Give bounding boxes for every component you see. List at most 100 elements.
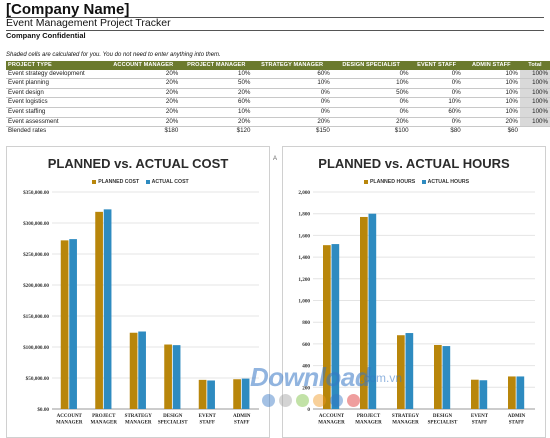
value-cell[interactable]: 0% bbox=[331, 107, 411, 118]
value-cell[interactable]: 10% bbox=[410, 97, 463, 108]
value-cell[interactable]: 60% bbox=[252, 69, 332, 80]
legend-swatch-planned bbox=[92, 179, 97, 184]
value-cell[interactable]: 0% bbox=[252, 107, 332, 118]
y-tick-label: 0 bbox=[307, 407, 310, 413]
actual-bar bbox=[69, 239, 77, 409]
value-cell[interactable]: 0% bbox=[331, 97, 411, 108]
legend-label: ACTUAL HOURS bbox=[427, 179, 470, 185]
x-tick-label: DESIGN bbox=[433, 414, 453, 419]
hours-bar-chart: 0 200 400 600 800 1,000 1,200 1,400 1,600 1,800 2,… bbox=[298, 190, 535, 426]
planned-bar bbox=[60, 240, 69, 409]
value-cell[interactable]: $60 bbox=[462, 126, 520, 136]
actual-bar bbox=[103, 209, 112, 409]
value-cell[interactable]: 0% bbox=[331, 69, 411, 80]
project-title: Event Management Project Tracker bbox=[6, 17, 171, 29]
planned-bar bbox=[323, 245, 331, 409]
y-tick-label: 200 bbox=[302, 385, 310, 391]
actual-bar bbox=[138, 331, 146, 409]
value-cell[interactable]: $180 bbox=[106, 126, 181, 136]
value-cell[interactable]: 20% bbox=[106, 117, 181, 128]
value-cell[interactable]: $120 bbox=[180, 126, 253, 136]
table-row: Event planning 20% 50% 10% 10% 0% 10% 100% bbox=[6, 78, 550, 89]
y-tick-label: 2,000 bbox=[298, 190, 310, 196]
value-cell[interactable]: $80 bbox=[410, 126, 463, 136]
y-tick-label: 1,200 bbox=[298, 277, 310, 283]
title-rule bbox=[6, 17, 544, 18]
cost-chart-panel[interactable]: PLANNED vs. ACTUAL COST PLANNED COST ACT… bbox=[6, 146, 270, 438]
total-cell: 100% bbox=[519, 97, 550, 108]
value-cell[interactable]: 10% bbox=[462, 78, 520, 89]
value-cell[interactable]: 50% bbox=[331, 88, 411, 99]
column-header[interactable]: EVENT STAFF bbox=[410, 61, 463, 70]
value-cell[interactable]: 0% bbox=[410, 117, 463, 128]
column-header[interactable]: ADMIN STAFF bbox=[462, 61, 520, 70]
value-cell[interactable]: 10% bbox=[180, 69, 253, 80]
y-tick-label: $100,000.00 bbox=[23, 344, 49, 351]
value-cell[interactable]: $100 bbox=[331, 126, 411, 136]
value-cell[interactable]: 20% bbox=[106, 107, 181, 118]
value-cell[interactable]: 0% bbox=[410, 88, 463, 99]
x-tick-label: ADMIN bbox=[233, 414, 251, 419]
hours-chart-panel[interactable]: PLANNED vs. ACTUAL HOURS PLANNED HOURS A… bbox=[282, 146, 546, 438]
value-cell[interactable]: 10% bbox=[462, 69, 520, 80]
value-cell[interactable]: 20% bbox=[331, 117, 411, 128]
chart-title: PLANNED vs. ACTUAL COST bbox=[47, 156, 229, 171]
value-cell[interactable]: 10% bbox=[462, 107, 520, 118]
value-cell[interactable]: 0% bbox=[410, 78, 463, 89]
column-header[interactable]: PROJECT TYPE bbox=[6, 61, 107, 70]
x-tick-label: MANAGER bbox=[355, 421, 382, 426]
value-cell[interactable]: 10% bbox=[180, 107, 253, 118]
value-cell[interactable]: 20% bbox=[180, 88, 253, 99]
value-cell[interactable]: 0% bbox=[252, 88, 332, 99]
y-tick-label: 600 bbox=[302, 342, 310, 348]
column-header[interactable]: PROJECT MANAGER bbox=[180, 61, 253, 70]
value-cell[interactable]: 20% bbox=[106, 69, 181, 80]
y-tick-label: 1,400 bbox=[298, 255, 310, 261]
total-cell: 100% bbox=[519, 117, 550, 128]
x-tick-label: STRATEGY bbox=[125, 414, 153, 419]
row-label-cell: Blended rates bbox=[6, 126, 107, 136]
table-row: Event assessment 20% 20% 20% 20% 0% 20% 100% bbox=[6, 117, 550, 128]
column-header[interactable]: ACCOUNT MANAGER bbox=[106, 61, 181, 70]
legend-swatch-planned bbox=[363, 179, 368, 184]
value-cell[interactable]: 20% bbox=[252, 117, 332, 128]
x-tick-label: MANAGER bbox=[318, 421, 345, 426]
watermark-domain: .com.vn bbox=[360, 371, 403, 385]
value-cell[interactable]: 20% bbox=[106, 88, 181, 99]
value-cell[interactable]: 0% bbox=[410, 69, 463, 80]
value-cell[interactable]: 20% bbox=[462, 117, 520, 128]
x-tick-label: PROJECT bbox=[357, 414, 381, 419]
y-tick-label: 1,000 bbox=[298, 299, 310, 305]
column-header[interactable]: Total bbox=[519, 61, 550, 70]
value-cell[interactable]: 60% bbox=[180, 97, 253, 108]
value-cell[interactable]: 60% bbox=[410, 107, 463, 118]
value-cell[interactable]: $150 bbox=[252, 126, 332, 136]
legend-label: ACTUAL COST bbox=[151, 179, 189, 185]
chart-legend: PLANNED COST ACTUAL COST bbox=[7, 179, 269, 185]
x-tick-label: ACCOUNT bbox=[57, 414, 83, 419]
total-cell bbox=[519, 126, 550, 136]
actual-bar bbox=[331, 244, 340, 409]
x-tick-label: EVENT bbox=[471, 414, 489, 419]
actual-bar bbox=[405, 333, 414, 409]
blended-rates-row: Blended rates $180 $120 $150 $100 $80 $60 bbox=[6, 126, 550, 136]
column-header[interactable]: DESIGN SPECIALIST bbox=[331, 61, 411, 70]
y-tick-label: 400 bbox=[302, 364, 310, 370]
chart-title: PLANNED vs. ACTUAL HOURS bbox=[318, 156, 510, 171]
value-cell[interactable]: 10% bbox=[462, 88, 520, 99]
column-header[interactable]: STRATEGY MANAGER bbox=[252, 61, 332, 70]
y-tick-label: $300,000.00 bbox=[23, 220, 49, 227]
value-cell[interactable]: 10% bbox=[331, 78, 411, 89]
legend-swatch-actual bbox=[421, 179, 426, 184]
planned-bar bbox=[95, 211, 103, 409]
value-cell[interactable]: 20% bbox=[180, 117, 253, 128]
row-label-cell: Event planning bbox=[6, 78, 107, 89]
value-cell[interactable]: 10% bbox=[252, 78, 332, 89]
value-cell[interactable]: 10% bbox=[462, 97, 520, 108]
row-label-cell: Event assessment bbox=[6, 117, 107, 128]
value-cell[interactable]: 20% bbox=[106, 97, 181, 108]
value-cell[interactable]: 0% bbox=[252, 97, 332, 108]
value-cell[interactable]: 20% bbox=[106, 78, 181, 89]
actual-bar bbox=[368, 213, 377, 409]
value-cell[interactable]: 50% bbox=[180, 78, 253, 89]
